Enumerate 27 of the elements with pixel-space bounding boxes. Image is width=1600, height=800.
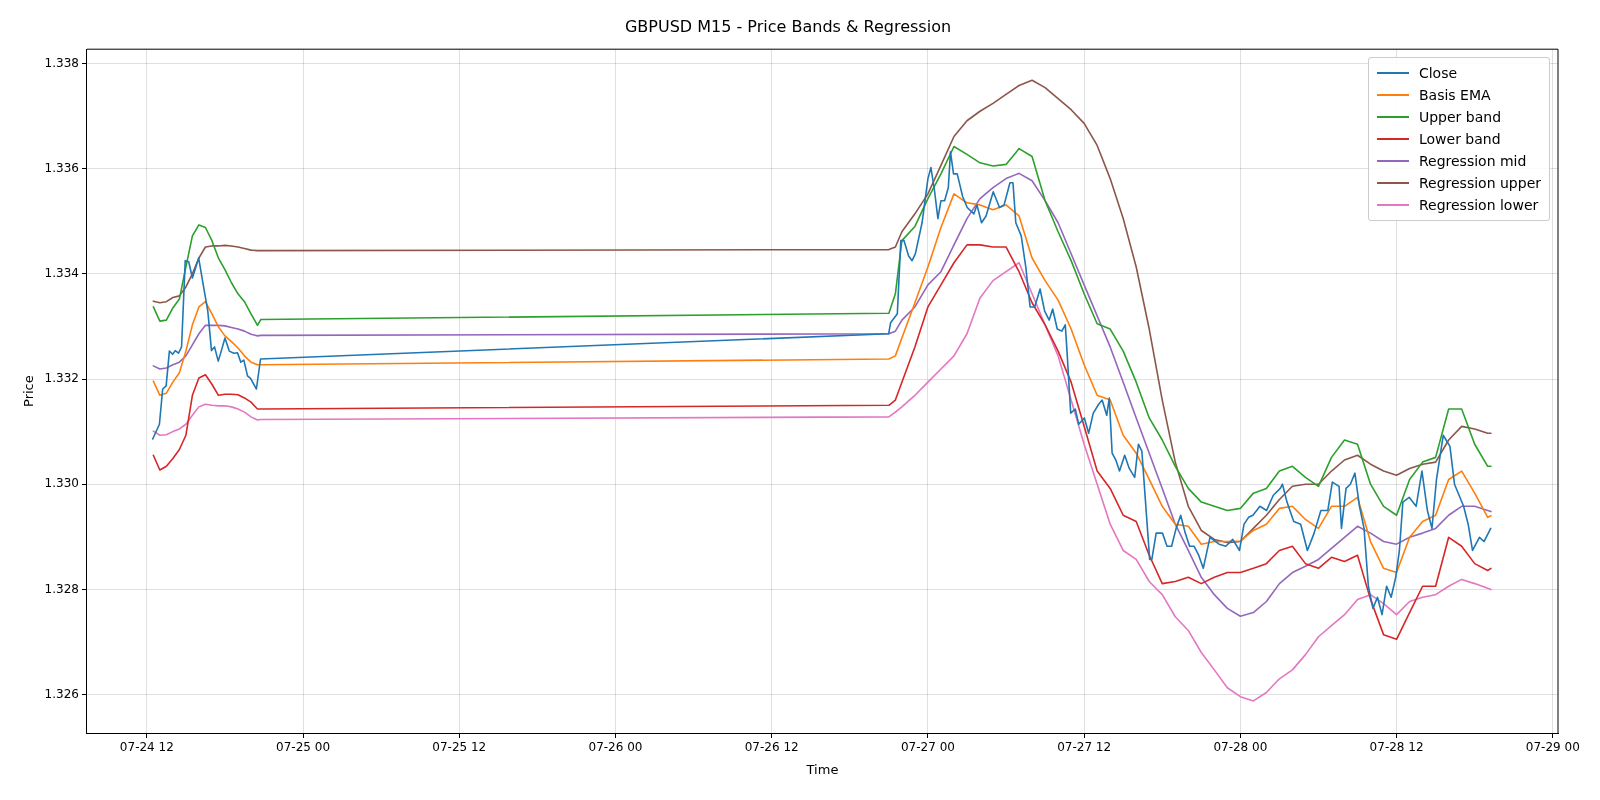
- y-tick-label: 1.330: [44, 476, 79, 491]
- legend-label: Close: [1418, 65, 1458, 82]
- legend-label: Lower band: [1418, 131, 1501, 148]
- legend-label: Basis EMA: [1418, 87, 1491, 104]
- y-tick-label: 1.332: [44, 371, 79, 386]
- x-tick-label: 07-28 00: [1213, 740, 1268, 755]
- x-tick-label: 07-29 00: [1525, 740, 1580, 755]
- legend-label: Regression mid: [1418, 153, 1527, 170]
- x-axis-title: Time: [805, 761, 839, 777]
- legend-label: Regression lower: [1418, 197, 1539, 214]
- x-tick-label: 07-27 12: [1057, 740, 1112, 755]
- x-tick-label: 07-28 12: [1369, 740, 1424, 755]
- x-tick-label: 07-25 12: [432, 740, 487, 755]
- y-tick-label: 1.338: [44, 55, 79, 70]
- y-tick-label: 1.334: [44, 265, 79, 280]
- y-axis-title: Price: [21, 375, 37, 407]
- x-tick-label: 07-24 12: [119, 740, 174, 755]
- y-tick-label: 1.326: [44, 686, 79, 701]
- x-tick-label: 07-26 00: [588, 740, 643, 755]
- x-tick-label: 07-27 00: [900, 740, 955, 755]
- chart-title: GBPUSD M15 - Price Bands & Regression: [624, 16, 952, 36]
- x-tick-label: 07-25 00: [276, 740, 331, 755]
- y-tick-label: 1.336: [44, 160, 79, 175]
- x-tick-label: 07-26 12: [744, 740, 799, 755]
- legend-label: Upper band: [1418, 109, 1502, 126]
- y-tick-label: 1.328: [44, 581, 79, 596]
- legend-label: Regression upper: [1418, 175, 1541, 192]
